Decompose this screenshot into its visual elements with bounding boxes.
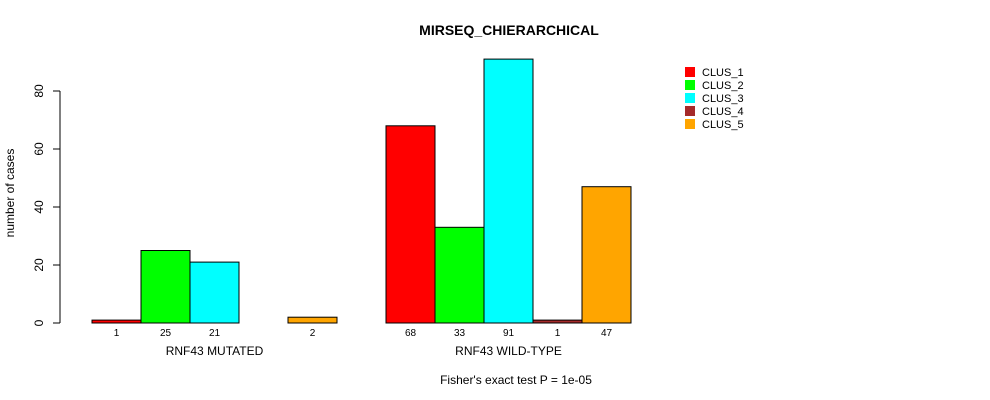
- legend-swatch: [685, 93, 695, 103]
- legend-swatch: [685, 106, 695, 116]
- bar: [483, 58, 534, 324]
- bar: [385, 125, 436, 324]
- chart-title: MIRSEQ_CHIERARCHICAL: [419, 22, 599, 38]
- legend-label: CLUS_3: [702, 93, 744, 105]
- y-tick-label: 40: [32, 200, 46, 214]
- bar-count-label: 91: [503, 328, 515, 339]
- bar: [434, 226, 485, 324]
- y-tick-label: 0: [32, 319, 46, 326]
- bar: [581, 186, 632, 324]
- bar: [140, 250, 191, 324]
- bar-count-label: 1: [114, 328, 120, 339]
- legend-label: CLUS_4: [702, 106, 744, 118]
- bar: [189, 261, 240, 324]
- bar: [91, 319, 142, 324]
- x-labels-group: 1 25 21 2 RNF43 MUTATED 68 33 91 1 47 RNF43 WILD-T…: [114, 328, 613, 358]
- legend-label: CLUS_5: [702, 119, 744, 131]
- bars-group: [91, 58, 632, 324]
- group-label: RNF43 WILD-TYPE: [455, 344, 562, 358]
- y-axis: 0 20 40 60 80: [32, 84, 61, 326]
- bar: [287, 316, 338, 324]
- bar-count-label: 21: [209, 328, 221, 339]
- y-tick-label: 80: [32, 84, 46, 98]
- y-axis-label: number of cases: [3, 149, 17, 238]
- legend-swatch: [685, 67, 695, 77]
- group-label: RNF43 MUTATED: [166, 344, 264, 358]
- bar-count-label: 2: [310, 328, 316, 339]
- bar-count-label: 68: [405, 328, 417, 339]
- footnote: Fisher's exact test P = 1e-05: [440, 373, 592, 387]
- bar-count-label: 33: [454, 328, 466, 339]
- bar-count-label: 47: [601, 328, 613, 339]
- bar-count-label: 1: [555, 328, 561, 339]
- y-tick-label: 60: [32, 142, 46, 156]
- legend-label: CLUS_1: [702, 67, 744, 79]
- legend-swatch: [685, 119, 695, 129]
- bar: [532, 319, 583, 324]
- legend-label: CLUS_2: [702, 80, 744, 92]
- legend-swatch: [685, 80, 695, 90]
- bar-count-label: 25: [160, 328, 172, 339]
- y-tick-label: 20: [32, 258, 46, 272]
